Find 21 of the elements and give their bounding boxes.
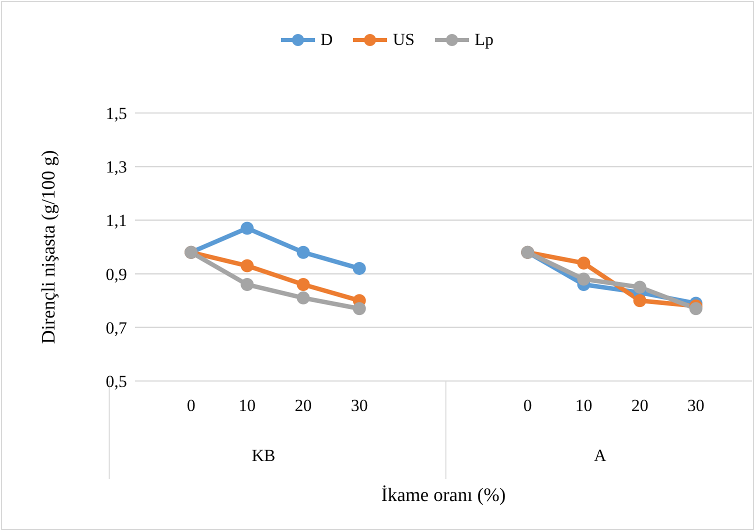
x-tick-label: 10 [238,396,256,415]
x-tick-label: 0 [186,396,196,415]
y-tick-label: 1,5 [106,104,127,124]
text: A [594,446,607,465]
legend-label: Lp [474,30,494,50]
legend-label: US [392,30,415,50]
x-tick-label: 20 [631,396,648,415]
x-tick-label: 30 [350,396,368,415]
x-tick-label: 0 [523,396,532,415]
text: KB [252,446,276,465]
x-tick-label: 30 [687,396,704,415]
y-tick-label: 0,9 [106,264,127,284]
y-axis-title: Dirençli nişasta (g/100 g) [38,150,60,344]
x-tick-label: 10 [575,396,592,415]
y-tick-label: 0,7 [106,318,128,338]
y-tick-label: 1,1 [106,211,127,230]
x-axis-title: İkame oranı (%) [381,485,506,506]
legend-label: D [320,30,333,50]
y-tick-label: 0,5 [106,372,127,392]
y-tick-label: 1,3 [106,158,127,177]
x-tick-label: 20 [294,396,312,415]
